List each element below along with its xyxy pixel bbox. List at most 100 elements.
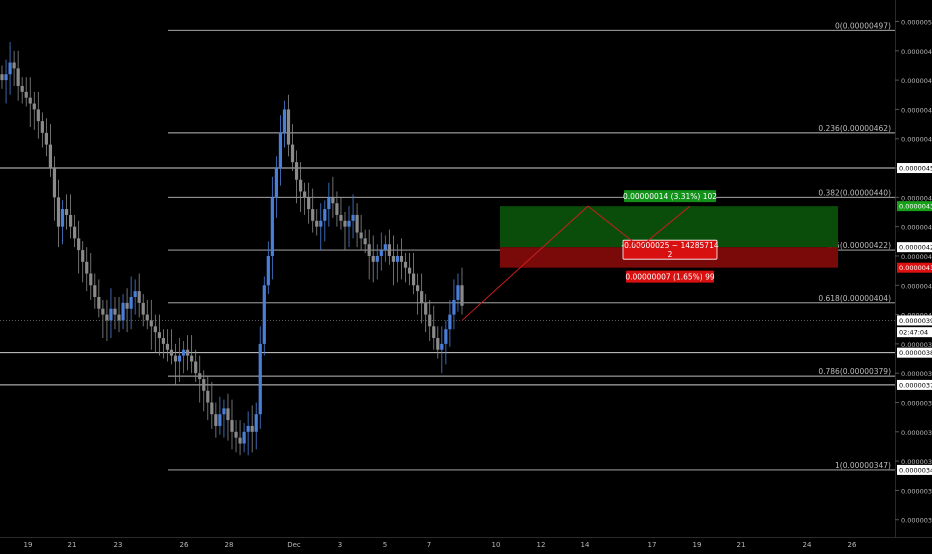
fib-level-label: 0.5(0.00000422) xyxy=(828,241,891,250)
candle-body xyxy=(262,285,266,344)
price-badge xyxy=(897,347,932,358)
price-badge-label: 0.00000398 xyxy=(899,317,932,325)
candle-body xyxy=(319,220,323,227)
price-badge xyxy=(897,315,932,326)
candle-body xyxy=(363,238,367,245)
long-position-tool[interactable]: 0.00000014 (3.31%) 102 -0.00000025 ~ 1428… xyxy=(500,190,838,283)
candle-body xyxy=(420,291,424,303)
price-tick-label: 0.00000380 xyxy=(901,370,932,378)
time-tick-label: 5 xyxy=(383,541,387,549)
time-tick-label: 10 xyxy=(492,541,501,549)
candle-body xyxy=(238,437,242,444)
candle-body xyxy=(387,244,391,256)
candle-body xyxy=(343,220,347,227)
time-tick-label: 21 xyxy=(737,541,746,549)
candle-body xyxy=(230,420,234,432)
candle-body xyxy=(121,302,125,321)
price-badge-label: 0.00000423 xyxy=(899,244,932,252)
candle-body xyxy=(145,314,149,321)
time-tick-label: 12 xyxy=(537,541,546,549)
candle-body xyxy=(137,291,141,303)
price-tick-label: 0.00000440 xyxy=(901,194,932,202)
horizontal-lines xyxy=(0,167,895,386)
candle-body xyxy=(383,244,387,251)
projection-path[interactable] xyxy=(461,205,691,321)
candle-body xyxy=(222,408,226,415)
candle-body xyxy=(335,203,339,215)
center-label-line2: 2 xyxy=(668,250,673,259)
candle-body xyxy=(206,390,210,403)
time-axis[interactable]: 19 21 23 26 28 Dec 3 5 7 10 12 14 17 19 21 24 26 xyxy=(24,541,857,549)
price-badge-label: 0.00000347 xyxy=(899,466,932,474)
candle-body xyxy=(202,379,206,391)
candle-body xyxy=(52,168,57,198)
time-tick-label: 26 xyxy=(180,541,189,549)
candle-body xyxy=(391,255,396,262)
price-badge xyxy=(897,327,932,338)
candle-body xyxy=(375,255,379,262)
candle-body xyxy=(440,343,444,350)
candle-body xyxy=(149,320,153,327)
candle-body xyxy=(254,414,258,432)
candle-body xyxy=(432,326,436,339)
target-label: 0.00000014 (3.31%) 102 xyxy=(623,192,717,201)
candle-body xyxy=(359,232,363,239)
candle-body xyxy=(428,314,432,327)
candle-body xyxy=(294,162,299,180)
candle-body xyxy=(85,261,89,274)
price-tick-label: 0.00000360 xyxy=(901,429,932,437)
candle-body xyxy=(81,250,85,262)
candle-body xyxy=(169,349,174,356)
candle-body xyxy=(60,209,65,227)
price-tick-label: 0.00000490 xyxy=(901,48,932,56)
candle-body xyxy=(331,197,335,204)
price-badge xyxy=(897,262,932,273)
candle-body xyxy=(416,285,420,292)
candle-body xyxy=(109,308,113,321)
candle-body xyxy=(32,103,36,110)
candle-body xyxy=(105,314,109,321)
candle-body xyxy=(44,132,48,145)
time-tick-label: 26 xyxy=(848,541,857,549)
candle-body xyxy=(250,425,254,432)
candle-body xyxy=(36,109,40,122)
candle-body xyxy=(282,109,287,133)
fib-level-label: 0.618(0.00000404) xyxy=(818,294,891,303)
time-tick-label: 23 xyxy=(114,541,123,549)
price-badge-label: 0.00000387 xyxy=(899,349,932,357)
price-tick-label: 0.00000500 xyxy=(901,19,932,27)
candle-body xyxy=(270,197,274,256)
candle-body xyxy=(367,244,371,256)
candle-body xyxy=(190,355,194,362)
candle-body xyxy=(210,402,214,415)
candle-body xyxy=(165,343,170,350)
candle-body xyxy=(286,109,291,145)
fibonacci-retracement[interactable]: 0(0.00000497) 0.236(0.00000462) 0.382(0.00… xyxy=(168,21,895,471)
candle-body xyxy=(89,273,93,286)
candle-body xyxy=(448,314,452,330)
candle-body xyxy=(379,250,383,256)
candle-body xyxy=(117,314,121,321)
stop-label: 0.00000007 (1.65%) 99 xyxy=(625,273,715,282)
price-badge-label: 0.00000437 xyxy=(899,203,932,211)
candle-body xyxy=(371,255,375,262)
candle-body xyxy=(452,299,456,315)
target-label-box xyxy=(624,190,716,203)
fib-level-label: 0.382(0.00000440) xyxy=(818,188,891,197)
candle-body xyxy=(339,214,343,221)
candle-body xyxy=(444,329,448,344)
price-tick-label: 0.00000340 xyxy=(901,487,932,495)
price-badge xyxy=(897,242,932,253)
candle-body xyxy=(16,68,20,86)
candle-body xyxy=(246,425,250,432)
time-tick-label: 17 xyxy=(648,541,657,549)
candle-body xyxy=(460,285,464,306)
candle-body xyxy=(186,349,190,356)
price-tick-label: 0.00000460 xyxy=(901,136,932,144)
candle-body xyxy=(129,296,133,309)
center-label-box xyxy=(622,239,718,260)
projection-line[interactable] xyxy=(461,205,691,321)
price-badge xyxy=(897,201,932,212)
